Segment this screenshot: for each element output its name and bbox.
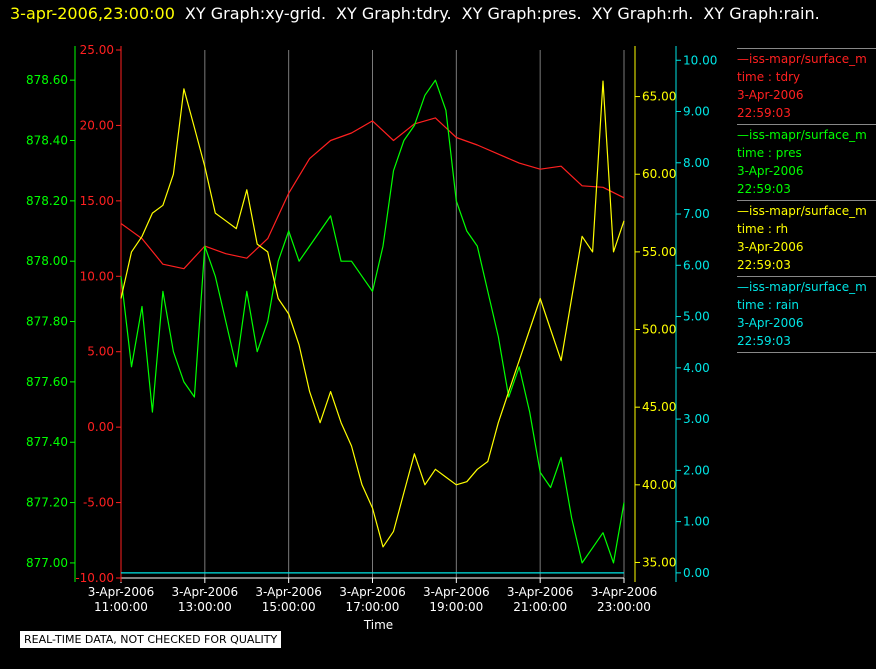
legend-field: time : rain [737,298,800,312]
legend-entry-pres: —iss-mapr/surface_m time : pres 3-Apr-20… [737,124,876,200]
legend-source: —iss-mapr/surface_m [737,128,867,142]
legend-field: time : tdry [737,70,801,84]
x-axis-label: Time [363,618,393,632]
x-tick-label-date: 3-Apr-2006 [255,585,322,599]
rain-tick-label: 10.00 [683,53,717,67]
legend-source: —iss-mapr/surface_m [737,204,867,218]
quality-note: REAL-TIME DATA, NOT CHECKED FOR QUALITY [20,631,282,648]
rh-tick-label: 60.00 [642,167,676,181]
legend-date: 3-Apr-2006 [737,88,804,102]
tdry-tick-label: 5.00 [87,345,114,359]
x-tick-label-time: 11:00:00 [94,600,148,614]
legend-time: 22:59:03 [737,106,791,120]
pres-tick-label: 877.20 [26,496,68,510]
tdry-tick-label: -5.00 [83,496,114,510]
x-tick-label-time: 17:00:00 [346,600,400,614]
legend-entry-rain: —iss-mapr/surface_m time : rain 3-Apr-20… [737,276,876,353]
pres-tick-label: 878.20 [26,194,68,208]
tdry-tick-label: 20.00 [80,118,114,132]
tdry-tick-label: -10.00 [75,571,114,585]
tdry-tick-label: 0.00 [87,420,114,434]
graph-name-rh: XY Graph:rh. [591,4,694,23]
rain-tick-label: 9.00 [683,105,710,119]
legend-field: time : pres [737,146,802,160]
x-tick-label-time: 19:00:00 [429,600,483,614]
rain-tick-label: 0.00 [683,566,710,580]
legend-time: 22:59:03 [737,258,791,272]
legend-source: —iss-mapr/surface_m [737,280,867,294]
legend-date: 3-Apr-2006 [737,240,804,254]
legend-time: 22:59:03 [737,182,791,196]
x-tick-label-date: 3-Apr-2006 [172,585,239,599]
pres-tick-label: 878.40 [26,134,68,148]
legend-time: 22:59:03 [737,334,791,348]
tdry-tick-label: 10.00 [80,269,114,283]
legend: —iss-mapr/surface_m time : tdry 3-Apr-20… [737,48,876,353]
rh-tick-label: 35.00 [642,555,676,569]
legend-field: time : rh [737,222,789,236]
pres-tick-label: 877.60 [26,375,68,389]
legend-date: 3-Apr-2006 [737,164,804,178]
x-tick-label-time: 23:00:00 [597,600,651,614]
pres-tick-label: 878.00 [26,254,68,268]
x-tick-label-date: 3-Apr-2006 [423,585,490,599]
x-tick-label-time: 13:00:00 [178,600,232,614]
x-tick-label-date: 3-Apr-2006 [88,585,155,599]
pres-tick-label: 878.60 [26,73,68,87]
pres-tick-label: 877.40 [26,435,68,449]
legend-source: —iss-mapr/surface_m [737,52,867,66]
graph-name-tdry: XY Graph:tdry. [336,4,452,23]
x-tick-label-time: 15:00:00 [262,600,316,614]
header-timestamp: 3-apr-2006,23:00:00 [10,4,175,23]
tdry-tick-label: 15.00 [80,194,114,208]
legend-entry-tdry: —iss-mapr/surface_m time : tdry 3-Apr-20… [737,48,876,124]
series-line-rh [120,80,625,548]
x-tick-label-date: 3-Apr-2006 [507,585,574,599]
rain-tick-label: 7.00 [683,207,710,221]
rh-tick-label: 40.00 [642,478,676,492]
x-tick-label-time: 21:00:00 [513,600,567,614]
rh-tick-label: 50.00 [642,323,676,337]
rh-tick-label: 45.00 [642,400,676,414]
rain-tick-label: 1.00 [683,515,710,529]
rain-tick-label: 8.00 [683,156,710,170]
title-bar: 3-apr-2006,23:00:00 XY Graph:xy-grid. XY G… [10,3,820,25]
rain-tick-label: 6.00 [683,258,710,272]
legend-date: 3-Apr-2006 [737,316,804,330]
x-tick-label-date: 3-Apr-2006 [591,585,658,599]
x-tick-label-date: 3-Apr-2006 [339,585,406,599]
rain-tick-label: 4.00 [683,361,710,375]
graph-name-xy-grid: XY Graph:xy-grid. [184,4,327,23]
legend-entry-rh: —iss-mapr/surface_m time : rh 3-Apr-2006… [737,200,876,276]
series-line-pres [120,79,625,564]
rh-tick-label: 55.00 [642,245,676,259]
rain-tick-label: 5.00 [683,310,710,324]
pres-tick-label: 877.80 [26,315,68,329]
rh-tick-label: 65.00 [642,90,676,104]
graph-name-rain: XY Graph:rain. [703,4,820,23]
rain-tick-label: 3.00 [683,412,710,426]
pres-tick-label: 877.00 [26,556,68,570]
rain-tick-label: 2.00 [683,463,710,477]
tdry-tick-label: 25.00 [80,43,114,57]
graph-name-pres: XY Graph:pres. [461,4,582,23]
